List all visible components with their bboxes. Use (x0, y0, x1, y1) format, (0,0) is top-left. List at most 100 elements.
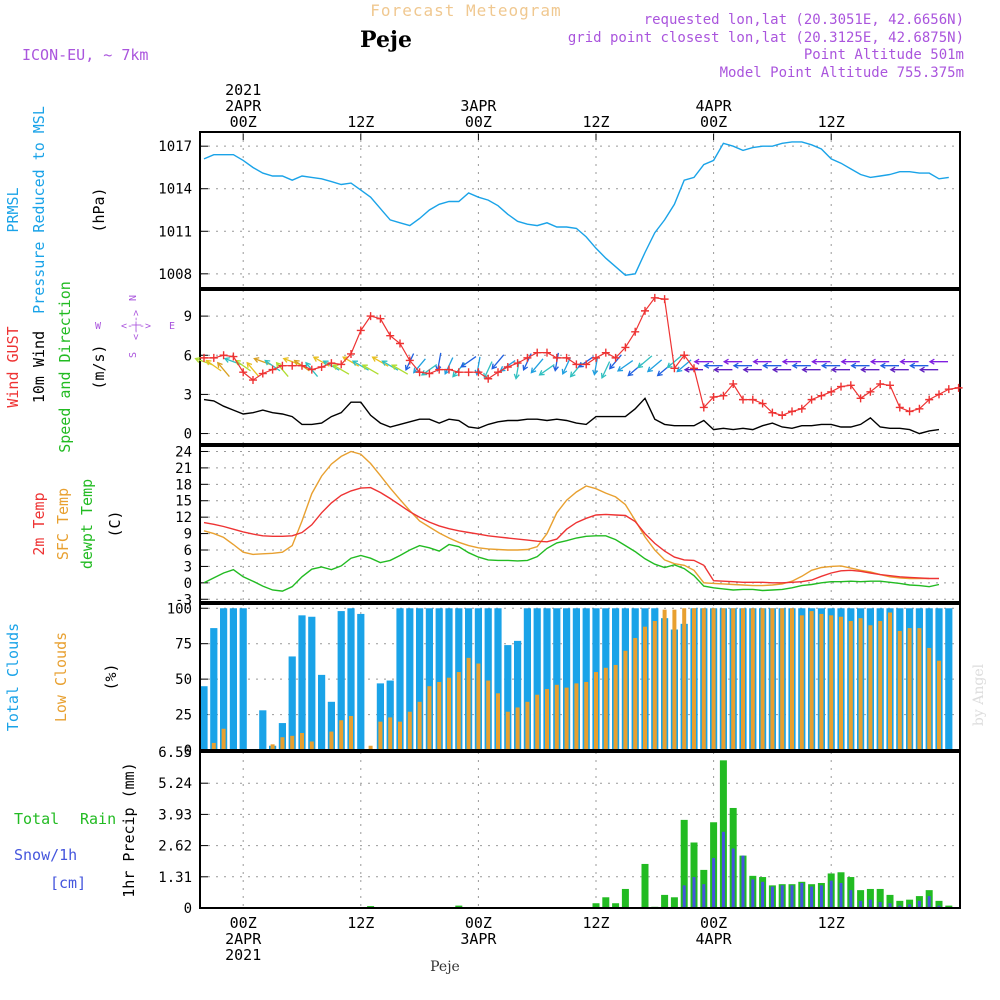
wind-arrow-head (404, 364, 411, 372)
axis-label-sfc-temp: SFC Temp (54, 488, 72, 560)
wind-arrow-head (646, 366, 653, 373)
wind-arrow-head (452, 371, 458, 378)
cloud-bar-low (476, 663, 481, 750)
cloud-bar-low (211, 742, 216, 750)
gust-marker (739, 395, 747, 404)
cloud-bar-total (494, 608, 502, 750)
product-title: Forecast Meteogram (370, 1, 561, 20)
cloud-bar-low (829, 615, 834, 750)
wind-arrow-head (781, 358, 788, 365)
cloud-bar-low (760, 608, 765, 750)
gust-marker (935, 390, 943, 399)
axis-label-10m-wind: 10m Wind (30, 331, 48, 403)
axis-label-prmsl: PRMSL (4, 187, 22, 232)
cloud-bar-low (907, 628, 912, 750)
y-tick-label: 1008 (158, 267, 192, 283)
cloud-bar-low (221, 728, 226, 750)
cloud-bar-low (574, 683, 579, 750)
low-cloud-bars (211, 608, 941, 750)
cloud-bar-low (456, 672, 461, 750)
gust-marker (425, 369, 434, 378)
cloud-bar-total (220, 608, 228, 750)
cloud-bar-total (259, 710, 267, 750)
gust-marker (866, 387, 875, 396)
legend-rain: Rain (80, 810, 116, 828)
precip-bar-rain (866, 888, 874, 908)
series-line-dewpt-temp (203, 535, 940, 592)
precip-bar-snow (829, 880, 833, 908)
precip-bar-snow (878, 902, 882, 908)
gust-marker (562, 353, 571, 362)
precip-bar-snow (908, 904, 912, 908)
gust-marker (876, 379, 885, 388)
gust-marker (366, 312, 375, 321)
precip-bar-rain (896, 900, 904, 908)
cloud-bar-total (553, 608, 561, 750)
y-tick-label: 9 (184, 527, 192, 543)
precip-bar-snow (859, 900, 863, 908)
cloud-bar-low (300, 732, 304, 750)
gust-marker (915, 404, 924, 413)
precip-bar-snow (819, 885, 823, 908)
cloud-bar-low (466, 657, 471, 750)
cloud-bar-total (239, 608, 247, 750)
precip-bar-rain (602, 897, 610, 908)
wind-arrow-head (538, 370, 545, 376)
axis-label-speed-and-direction: Speed and Direction (56, 281, 74, 453)
cloud-bar-low (662, 609, 667, 750)
time-label-top: 00Z (700, 113, 727, 131)
gust-marker (474, 368, 483, 377)
time-label-top: 00Z (230, 113, 257, 131)
precip-bar-rain (945, 905, 953, 908)
gust-marker (317, 363, 326, 371)
cloud-bar-total (210, 628, 218, 750)
wind-arrow (460, 356, 477, 368)
cloud-bar-low (672, 609, 677, 750)
gust-marker (268, 365, 277, 374)
wind-direction-arrows (194, 352, 948, 380)
cloud-bar-low (809, 611, 814, 750)
wind-arrow-head (762, 362, 769, 369)
gust-marker (895, 403, 904, 412)
gust-marker (386, 331, 395, 340)
wind-arrow-head (216, 361, 223, 368)
wind-arrow (601, 361, 611, 379)
gust-marker (572, 360, 581, 369)
legend-snow: Snow/1h (14, 846, 77, 864)
wind-arrow-head (811, 358, 818, 365)
wind-arrow (246, 362, 260, 378)
unit-label: (hPa) (90, 187, 108, 232)
precip-bar-snow (780, 885, 784, 908)
gust-marker (778, 411, 787, 420)
cloud-bar-low (790, 608, 794, 750)
wind-arrow-head (830, 366, 837, 373)
precip-bar-snow (770, 886, 774, 908)
cloud-bar-low (770, 608, 775, 750)
cloud-bar-total (572, 608, 580, 750)
wind-arrow-head (361, 364, 368, 370)
gust-marker (337, 360, 346, 369)
precip-bar-snow (692, 877, 696, 908)
gust-marker (886, 381, 894, 390)
wind-arrow (333, 364, 350, 375)
gust-marker (415, 368, 424, 377)
wind-arrow (539, 364, 555, 376)
cloud-bar-low (486, 680, 491, 750)
time-label-top: 4APR (696, 97, 733, 115)
cloud-bar-low (652, 621, 657, 750)
wind-arrow-head (918, 366, 925, 373)
cloud-bar-low (848, 621, 853, 750)
cloud-bar-low (417, 701, 422, 750)
y-tick-label: 0 (184, 576, 192, 592)
precip-bar-snow (917, 900, 921, 908)
wind-arrow-head (771, 366, 778, 373)
y-tick-label: 2.62 (158, 839, 192, 855)
wind-arrow-head (666, 362, 673, 369)
wind-arrow (637, 355, 653, 368)
cloud-bar-low (927, 647, 932, 750)
wind-arrow-head (351, 360, 359, 366)
axis-label-dewpt-temp: dewpt Temp (78, 479, 96, 569)
